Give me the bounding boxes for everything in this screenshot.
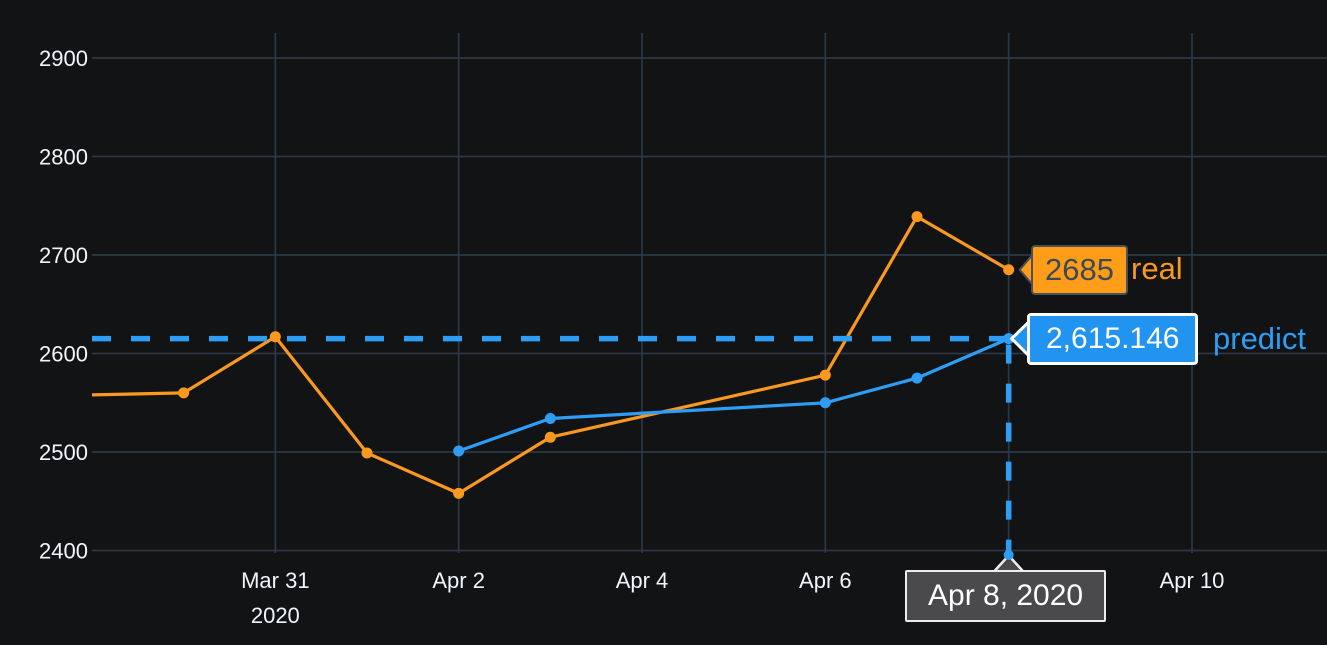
y-tick-label: 2500	[39, 440, 88, 465]
data-point-real[interactable]	[544, 431, 556, 443]
x-tick-sublabel: 2020	[251, 603, 300, 628]
data-point-predict[interactable]	[911, 372, 923, 384]
data-point-real[interactable]	[1003, 264, 1015, 276]
data-point-real[interactable]	[819, 369, 831, 381]
hover-label-real-series-name: real	[1131, 251, 1183, 286]
hover-label-predict-value: 2,615.146	[1046, 322, 1180, 355]
spike-axis-dot	[1003, 550, 1014, 560]
x-axis-hover-label: Apr 8, 2020	[905, 570, 1107, 622]
hover-spike-lines	[92, 335, 1012, 554]
data-point-real[interactable]	[269, 331, 281, 343]
hover-label-predict: 2,615.146	[1027, 313, 1199, 365]
series-markers-real[interactable]	[178, 211, 1015, 499]
series-markers-predict[interactable]	[453, 333, 1015, 457]
hover-label-predict-series-name: predict	[1213, 321, 1307, 356]
y-tick-label: 2700	[39, 243, 88, 268]
data-point-predict[interactable]	[819, 397, 831, 409]
x-tick-label: Apr 4	[616, 568, 669, 593]
y-tick-label: 2800	[39, 145, 88, 170]
y-tick-label: 2600	[39, 342, 88, 367]
data-point-real[interactable]	[453, 487, 465, 499]
data-point-real[interactable]	[911, 211, 923, 223]
data-point-predict[interactable]	[544, 413, 556, 425]
data-point-real[interactable]	[361, 447, 373, 459]
data-point-predict[interactable]	[453, 445, 465, 457]
y-tick-label: 2900	[39, 46, 88, 71]
x-tick-label: Apr 6	[799, 568, 852, 593]
x-tick-label: Apr 2	[432, 568, 485, 593]
y-tick-label: 2400	[39, 539, 88, 564]
hover-label-real: 2685	[1031, 245, 1128, 295]
hover-label-real-value: 2685	[1045, 252, 1114, 287]
gridlines	[92, 33, 1327, 553]
x-tick-label: Mar 31	[241, 568, 309, 593]
data-point-predict[interactable]	[1003, 333, 1015, 345]
data-point-real[interactable]	[178, 387, 190, 399]
x-tick-label: Apr 10	[1160, 568, 1225, 593]
